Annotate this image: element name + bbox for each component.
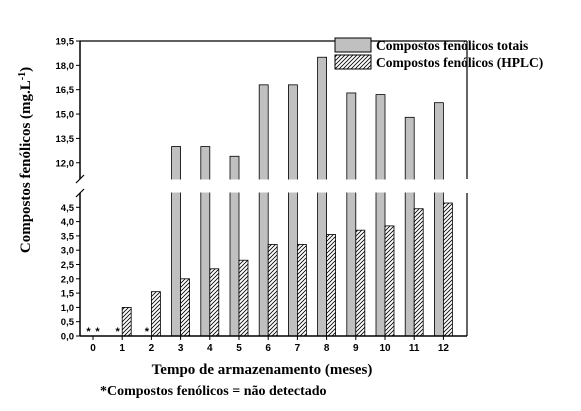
y-tick-label: 1,5 [61, 289, 75, 300]
bar-totais-3 [171, 146, 182, 337]
bar-hplc-1 [121, 306, 132, 337]
y-tick-label: 19,5 [56, 37, 75, 48]
not-detected-star: * [86, 326, 91, 338]
legend-swatch-hplc [334, 54, 372, 70]
bar-totais-4 [200, 146, 211, 337]
not-detected-star: * [145, 326, 150, 338]
x-tick-label: 6 [265, 343, 271, 354]
bar-hplc-7 [296, 244, 307, 337]
y-tick-label: 18,0 [56, 61, 75, 72]
bar-hplc-9 [355, 229, 366, 337]
x-tick-label: 10 [379, 343, 391, 354]
bar-hplc-2 [150, 291, 161, 337]
x-tick-label: 12 [438, 343, 450, 354]
bar-totais-10 [375, 94, 386, 337]
y-axis-title-close: ) [18, 67, 34, 72]
x-tick-label: 11 [409, 343, 420, 354]
not-detected-star: * [116, 326, 121, 338]
bar-hplc-11 [413, 208, 424, 337]
bar-hplc-6 [267, 244, 278, 337]
x-tick-label: 4 [207, 343, 213, 354]
bar-totais-6 [258, 84, 269, 337]
x-tick-label: 8 [324, 343, 330, 354]
bar-totais-7 [287, 84, 298, 337]
bar-hplc-8 [326, 234, 337, 337]
x-tick-label: 7 [295, 343, 301, 354]
legend-swatch-totais [334, 37, 372, 53]
y-tick-label: 3,5 [61, 231, 75, 242]
ticks-layer: * * * *0,00,51,01,52,02,53,03,54,04,512,013… [56, 37, 450, 355]
bar-totais-8 [317, 56, 328, 337]
footnote: *Compostos fenólicos = não detectado [100, 384, 327, 399]
y-axis-title-superscript: -1 [17, 72, 28, 80]
not-detected-star: * [95, 326, 100, 338]
y-tick-label: 12,0 [56, 158, 75, 169]
axes-layer [75, 40, 468, 340]
x-tick-label: 9 [353, 343, 359, 354]
axis-break-gap [81, 179, 468, 193]
bar-hplc-4 [209, 268, 220, 337]
y-tick-label: 13,5 [56, 134, 75, 145]
x-axis-title: Tempo de armazenamento (meses) [152, 362, 373, 378]
legend-label-hplc: Compostos fenólicos (HPLC) [376, 55, 543, 70]
axis-break-mark-bottom [75, 188, 85, 198]
bar-totais-12 [433, 102, 444, 337]
y-tick-label: 0,5 [61, 317, 75, 328]
bar-totais-11 [404, 116, 415, 337]
legend: Compostos fenólicos totais Compostos fen… [334, 37, 543, 70]
y-tick-label: 1,0 [61, 303, 74, 314]
y-tick-label: 2,5 [61, 260, 75, 271]
legend-label-totais: Compostos fenólicos totais [376, 38, 528, 53]
x-tick-label: 0 [90, 343, 96, 354]
bars-layer [81, 56, 468, 337]
x-tick-label: 5 [236, 343, 242, 354]
y-tick-label: 3,0 [61, 246, 74, 257]
y-axis-title: Compostos fenólicos (mg.L-1) [17, 67, 34, 253]
bar-hplc-12 [442, 202, 453, 337]
x-tick-label: 3 [178, 343, 184, 354]
y-tick-label: 0,0 [61, 332, 74, 343]
y-axis-title-main: Compostos fenólicos (mg.L [18, 80, 34, 253]
axis-break-mark-top [75, 174, 85, 184]
x-tick-label: 1 [119, 343, 125, 354]
bar-totais-9 [346, 92, 357, 337]
x-tick-label: 2 [149, 343, 155, 354]
bar-hplc-3 [180, 278, 191, 337]
bar-hplc-5 [238, 259, 249, 337]
y-tick-label: 4,5 [61, 203, 75, 214]
y-tick-label: 15,0 [56, 110, 75, 121]
bar-hplc-10 [384, 225, 395, 337]
y-tick-label: 16,5 [56, 85, 75, 96]
y-tick-label: 2,0 [61, 274, 74, 285]
y-tick-label: 4,0 [61, 217, 74, 228]
